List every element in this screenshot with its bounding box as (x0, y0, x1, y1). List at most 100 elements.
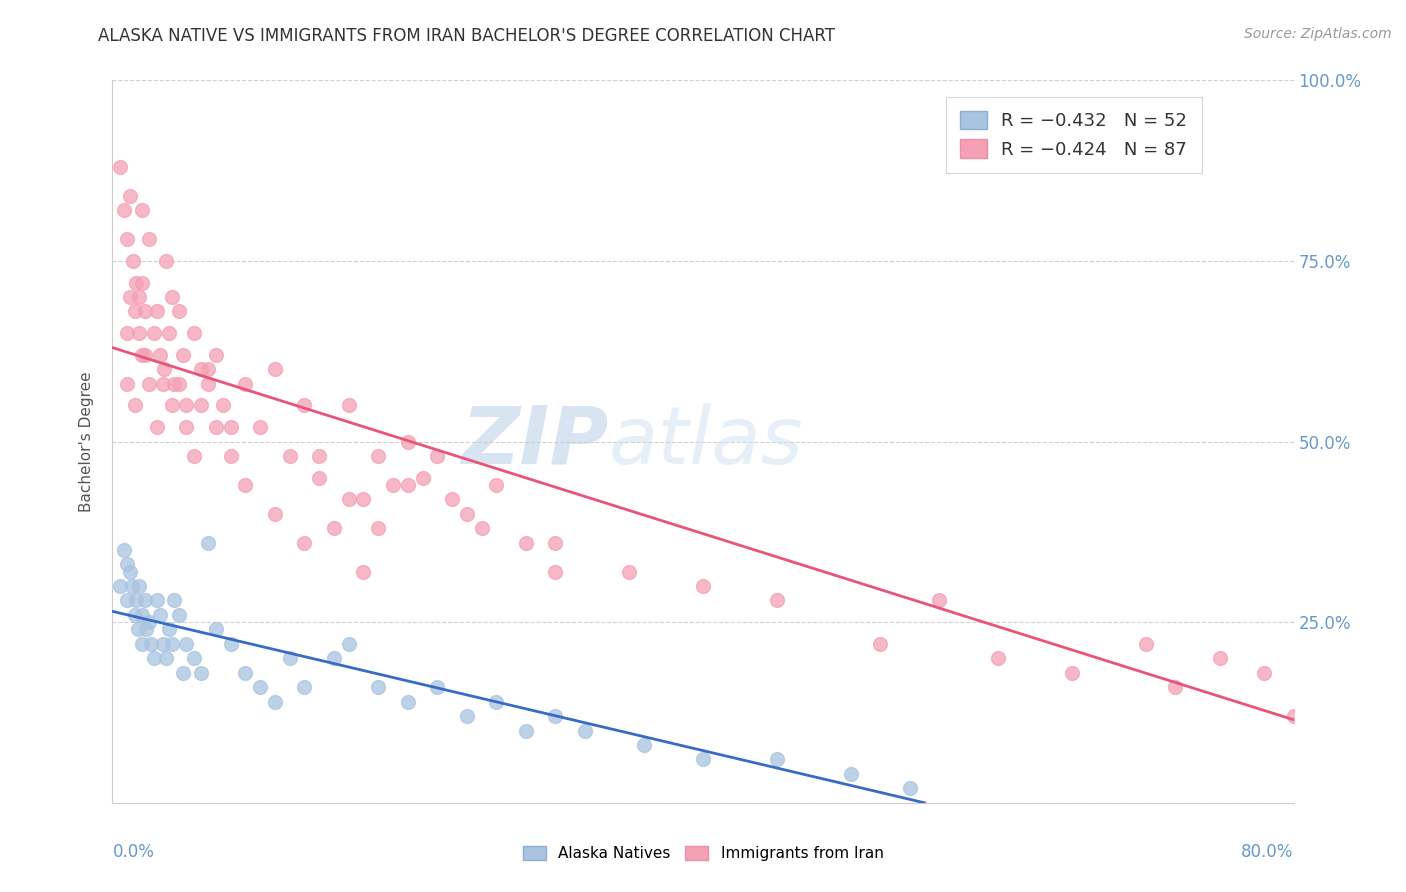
Point (323, 651, 346, 665)
Y-axis label: Bachelor's Degree: Bachelor's Degree (79, 371, 94, 512)
Point (292, 535, 315, 549)
Point (121, 579, 143, 593)
Point (544, 565, 567, 579)
Point (337, 492, 360, 507)
Point (308, 470, 330, 484)
Point (197, 376, 219, 391)
Point (131, 203, 153, 218)
Point (264, 362, 287, 376)
Point (633, 738, 655, 752)
Point (125, 593, 148, 607)
Point (117, 326, 138, 340)
Text: Source: ZipAtlas.com: Source: ZipAtlas.com (1244, 27, 1392, 41)
Point (190, 398, 212, 412)
Point (367, 521, 389, 535)
Point (128, 579, 150, 593)
Point (153, 362, 176, 376)
Point (117, 558, 138, 572)
Point (146, 593, 169, 607)
Point (160, 398, 183, 412)
Point (839, 767, 862, 781)
Point (138, 376, 160, 391)
Point (124, 304, 146, 318)
Point (205, 623, 228, 637)
Point (692, 579, 714, 593)
Point (515, 535, 537, 549)
Point (197, 362, 219, 376)
Point (138, 232, 160, 246)
Point (142, 326, 165, 340)
Point (337, 398, 360, 412)
Point (1062, 665, 1084, 680)
Point (367, 680, 389, 694)
Point (574, 723, 596, 738)
Point (233, 376, 256, 391)
Point (139, 637, 162, 651)
Point (167, 607, 190, 622)
Point (124, 607, 146, 622)
Point (692, 752, 714, 766)
Point (382, 478, 405, 492)
Point (352, 492, 374, 507)
Point (174, 637, 197, 651)
Point (544, 535, 567, 549)
Point (142, 651, 165, 665)
Point (146, 304, 169, 318)
Point (134, 304, 156, 318)
Point (128, 290, 150, 304)
Point (426, 449, 449, 463)
Point (1282, 709, 1305, 723)
Point (323, 521, 346, 535)
Point (174, 398, 197, 412)
Point (183, 326, 205, 340)
Point (117, 376, 138, 391)
Point (292, 680, 315, 694)
Point (131, 348, 153, 362)
Point (117, 593, 138, 607)
Point (233, 665, 256, 680)
Point (120, 290, 142, 304)
Text: ZIP: ZIP (461, 402, 609, 481)
Point (766, 752, 789, 766)
Point (219, 449, 242, 463)
Point (112, 203, 135, 218)
Point (155, 253, 177, 268)
Point (264, 507, 287, 521)
Point (120, 189, 142, 203)
Point (163, 376, 186, 391)
Point (1164, 680, 1187, 694)
Text: atlas: atlas (609, 402, 803, 481)
Legend: Alaska Natives, Immigrants from Iran: Alaska Natives, Immigrants from Iran (516, 840, 890, 867)
Point (190, 362, 212, 376)
Point (515, 723, 537, 738)
Text: 80.0%: 80.0% (1241, 843, 1294, 861)
Point (172, 665, 194, 680)
Point (120, 565, 142, 579)
Text: ALASKA NATIVE VS IMMIGRANTS FROM IRAN BACHELOR'S DEGREE CORRELATION CHART: ALASKA NATIVE VS IMMIGRANTS FROM IRAN BA… (98, 27, 835, 45)
Point (138, 615, 160, 630)
Point (131, 637, 153, 651)
Point (278, 449, 301, 463)
Point (131, 607, 153, 622)
Point (367, 449, 389, 463)
Point (1135, 637, 1157, 651)
Point (766, 593, 789, 607)
Point (197, 535, 219, 549)
Point (124, 398, 146, 412)
Point (134, 348, 156, 362)
Point (278, 651, 301, 665)
Point (205, 348, 228, 362)
Point (183, 651, 205, 665)
Point (869, 637, 891, 651)
Point (125, 276, 148, 290)
Point (160, 290, 183, 304)
Point (160, 637, 183, 651)
Point (426, 680, 449, 694)
Point (157, 326, 180, 340)
Point (411, 470, 433, 484)
Point (134, 593, 156, 607)
Point (163, 593, 186, 607)
Point (456, 709, 478, 723)
Point (146, 420, 169, 434)
Point (183, 449, 205, 463)
